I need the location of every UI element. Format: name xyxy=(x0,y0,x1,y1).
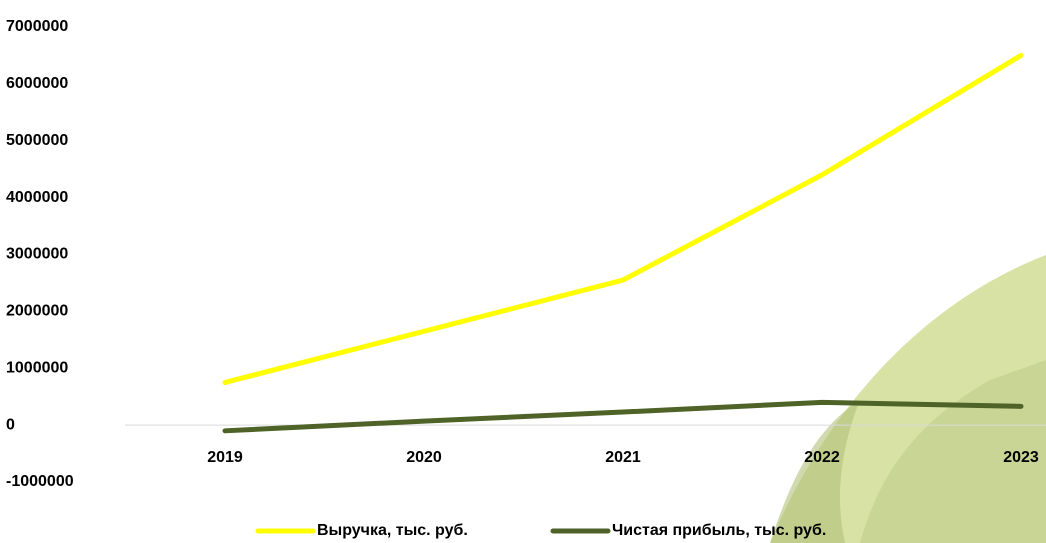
y-tick-label: 2000000 xyxy=(6,303,68,320)
y-tick-label: 6000000 xyxy=(6,75,68,92)
x-tick-label: 2019 xyxy=(207,449,243,466)
x-tick-label: 2022 xyxy=(804,449,840,466)
legend-label: Выручка, тыс. руб. xyxy=(317,522,468,539)
y-tick-label: 1000000 xyxy=(6,359,68,376)
x-tick-label: 2021 xyxy=(605,449,641,466)
legend-label: Чистая прибыль, тыс. руб. xyxy=(612,522,826,539)
series-line xyxy=(225,55,1021,382)
x-tick-label: 2020 xyxy=(406,449,442,466)
chart: -1000000 0 1000000 2000000 3000000 4000000 500… xyxy=(0,0,1046,543)
y-tick-label: 4000000 xyxy=(6,189,68,206)
y-tick-label: 3000000 xyxy=(6,246,68,263)
y-tick-label: -1000000 xyxy=(6,473,74,490)
x-tick-label: 2023 xyxy=(1003,449,1039,466)
y-tick-label: 5000000 xyxy=(6,132,68,149)
y-tick-label: 7000000 xyxy=(6,18,68,35)
y-tick-label: 0 xyxy=(6,416,15,433)
